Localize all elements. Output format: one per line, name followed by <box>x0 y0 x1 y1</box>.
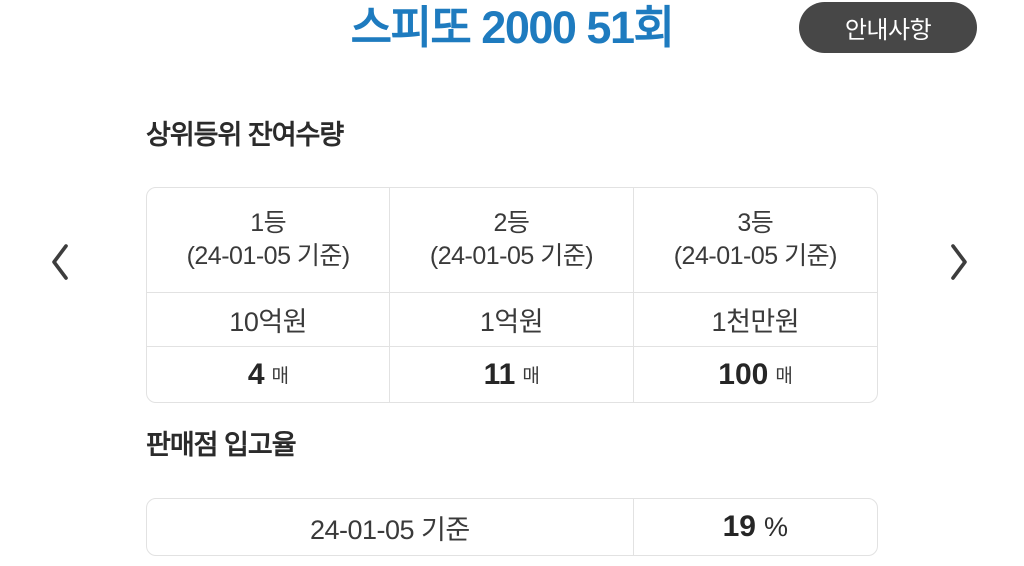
stock-rate-value: 19 <box>722 510 756 543</box>
rank-2-date-note: (24-01-05 기준) <box>429 242 594 270</box>
rank-1-count-value: 4 <box>247 357 265 391</box>
notice-button-label: 안내사항 <box>844 17 932 44</box>
top-bar: 스피또 2000 51회 안내사항 <box>0 0 1024 58</box>
stock-rate-date: 24-01-05 기준 <box>147 499 634 555</box>
rank-2-count-value: 11 <box>483 357 516 391</box>
rank-2-remaining-count: 11 매 <box>390 347 634 402</box>
rank-3-date-note: (24-01-05 기준) <box>673 242 838 270</box>
rank-2-count-unit: 매 <box>522 366 540 387</box>
rank-1-date-note: (24-01-05 기준) <box>186 242 351 270</box>
rank-2-label: 2등 <box>493 209 530 237</box>
rank-3-label: 3등 <box>737 209 774 237</box>
stock-rate-unit: % <box>764 511 789 542</box>
rank-1-prize: 10억원 <box>147 293 391 347</box>
rank-1-label: 1등 <box>250 209 287 237</box>
notice-button[interactable]: 안내사항 <box>799 2 977 53</box>
next-round-button[interactable] <box>942 240 976 284</box>
rank-3-count-unit: 매 <box>775 366 793 387</box>
remaining-quantity-heading: 상위등위 잔여수량 <box>146 120 344 150</box>
stock-rate-value-cell: 19 % <box>634 499 877 555</box>
chevron-left-icon <box>52 244 68 280</box>
rank-carousel: 1등 (24-01-05 기준) 2등 (24-01-05 기준) 3등 (24… <box>0 187 1024 403</box>
prev-round-button[interactable] <box>43 240 77 284</box>
rank-1-header-cell: 1등 (24-01-05 기준) <box>147 188 391 293</box>
rank-2-prize: 1억원 <box>390 293 634 347</box>
rank-1-count-unit: 매 <box>271 366 289 387</box>
rank-3-remaining-count: 100 매 <box>634 347 877 402</box>
rank-2-header-cell: 2등 (24-01-05 기준) <box>390 188 634 293</box>
page-title: 스피또 2000 51회 <box>350 2 675 53</box>
stock-rate-table: 24-01-05 기준 19 % <box>146 498 878 556</box>
remaining-quantity-table: 1등 (24-01-05 기준) 2등 (24-01-05 기준) 3등 (24… <box>146 187 878 403</box>
rank-3-header-cell: 3등 (24-01-05 기준) <box>633 188 877 293</box>
stock-rate-heading: 판매점 입고율 <box>146 430 297 460</box>
rank-3-prize: 1천만원 <box>633 293 877 347</box>
rank-1-remaining-count: 4 매 <box>147 347 391 402</box>
chevron-right-icon <box>951 244 967 280</box>
rank-3-count-value: 100 <box>718 357 769 391</box>
